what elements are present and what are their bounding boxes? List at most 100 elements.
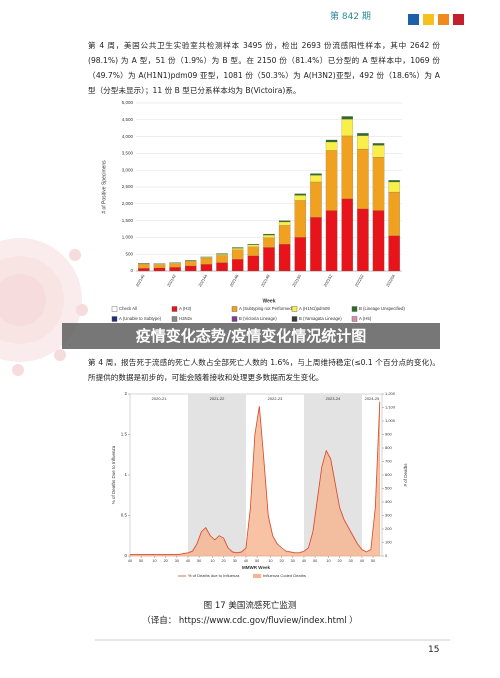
y-tick-label: 0 <box>130 268 133 273</box>
y2-tick-label: 300 <box>385 513 392 518</box>
bar-segment <box>153 267 166 272</box>
bar-segment <box>372 210 385 272</box>
season-band <box>187 394 246 556</box>
paragraph: 第 4 周，美国公共卫生实验室共检测样本 3495 份，检出 2693 份流感阳… <box>88 41 440 95</box>
y-axis-title: # of Positive Specimens <box>101 160 107 214</box>
y2-tick-label: 1,000 <box>385 418 396 423</box>
paragraph: 第 4 周，报告死于流感的死亡人数占全部死亡人数的 1.6%，与上周维持稳定(≤… <box>88 358 440 382</box>
x-axis-title: MMWR Week <box>242 565 270 570</box>
y2-tick-label: 100 <box>385 540 392 545</box>
bar-segment <box>357 135 369 150</box>
x-tick-label: 202148 <box>260 273 271 288</box>
bar-segment <box>325 141 338 151</box>
x-tick-label: 40 <box>128 559 132 563</box>
bar-segment <box>341 116 353 120</box>
bar-segment <box>231 247 244 249</box>
issue-number: 第 842 期 <box>330 12 371 22</box>
square <box>408 14 419 25</box>
y-tick-label: 1.5 <box>121 432 128 437</box>
bar-segment <box>216 254 228 256</box>
x-tick-label: 202204 <box>385 273 396 288</box>
bar-segment <box>216 262 228 272</box>
legend-swatch <box>351 306 358 312</box>
season-label: 2023-24 <box>326 396 341 401</box>
bar-segment <box>263 237 275 248</box>
legend-label: % of Deaths due to Influenza <box>188 573 240 578</box>
y2-tick-label: 200 <box>385 526 392 531</box>
bar-segment <box>357 208 369 272</box>
legend-swatch <box>231 316 238 322</box>
legend-swatch <box>231 306 238 312</box>
legend-label: A (Unable to Subtype) <box>119 316 162 321</box>
x-tick-label: 202152 <box>322 273 333 288</box>
bar-segment <box>231 259 244 272</box>
bar-segment <box>278 244 291 272</box>
x-tick-label: 202140 <box>135 273 146 288</box>
y-axis-title: % of Deaths Due to Influenza <box>111 445 116 504</box>
bar-segment <box>216 255 228 263</box>
y-tick-label: 1,000 <box>122 235 134 240</box>
x-axis-title: Week <box>263 298 276 304</box>
y2-tick-label: 1,200 <box>385 391 396 396</box>
bar-segment <box>169 262 181 264</box>
bar-segment <box>357 148 369 209</box>
bar-segment <box>341 135 353 199</box>
bar-segment <box>294 193 307 196</box>
x-tick-label: 10 <box>326 559 330 563</box>
bar-segment <box>216 253 228 255</box>
y2-tick-label: 500 <box>385 486 392 491</box>
bar-segment <box>294 195 307 201</box>
season-label: 2022-23 <box>268 396 283 401</box>
x-tick-label: 30 <box>233 559 237 563</box>
bar-segment <box>357 133 369 136</box>
x-tick-label: 50 <box>197 559 201 563</box>
bar-segment <box>278 220 291 223</box>
virus-decoration <box>0 238 88 376</box>
bar-segment <box>372 145 385 158</box>
bar-segment <box>247 255 260 272</box>
x-tick-label: 20 <box>164 559 168 563</box>
y-tick-label: 1,500 <box>122 218 134 223</box>
bar-segment <box>138 268 150 272</box>
bar-segment <box>278 221 291 226</box>
x-tick-label: 202142 <box>166 273 177 288</box>
legend-label: A (H5) <box>359 316 372 321</box>
y-tick-label: 2,000 <box>122 201 134 206</box>
legend-swatch <box>351 316 358 322</box>
line <box>130 402 381 555</box>
bar-segment <box>185 260 197 262</box>
y-tick-label: 5,000 <box>122 100 134 105</box>
square <box>453 14 464 25</box>
bar-segment <box>153 263 166 265</box>
bar-segment <box>372 143 385 146</box>
bar-segment <box>247 244 260 247</box>
x-tick-label: 40 <box>244 559 248 563</box>
x-tick-label: 50 <box>371 559 375 563</box>
x-tick-label: 40 <box>302 559 306 563</box>
bar-segment <box>185 261 197 267</box>
square <box>423 14 434 25</box>
legend-swatch <box>171 306 178 312</box>
bar-segment <box>263 234 275 238</box>
bar-segment <box>310 175 322 183</box>
x-tick-label: 50 <box>313 559 317 563</box>
x-tick-label: 20 <box>338 559 342 563</box>
y-tick-label: 0 <box>124 553 127 558</box>
bar-segment <box>247 246 260 256</box>
season-label: 2020-21 <box>152 396 167 401</box>
legend-label: Check All <box>119 306 137 311</box>
x-tick-label: 50 <box>139 559 143 563</box>
y2-tick-label: 1,100 <box>385 405 396 410</box>
bar-segment <box>138 264 150 269</box>
legend-swatch <box>291 306 298 312</box>
bar-segment <box>263 247 275 272</box>
legend-swatch <box>111 306 118 312</box>
bar-segment <box>169 267 181 272</box>
legend-label: B (Lineage Unspecified) <box>359 306 405 311</box>
bar-segment <box>388 180 400 183</box>
y2-tick-label: 400 <box>385 499 392 504</box>
legend-swatch <box>171 316 178 322</box>
square <box>438 14 449 25</box>
x-tick-label: 40 <box>186 559 190 563</box>
bar-segment <box>325 139 338 143</box>
